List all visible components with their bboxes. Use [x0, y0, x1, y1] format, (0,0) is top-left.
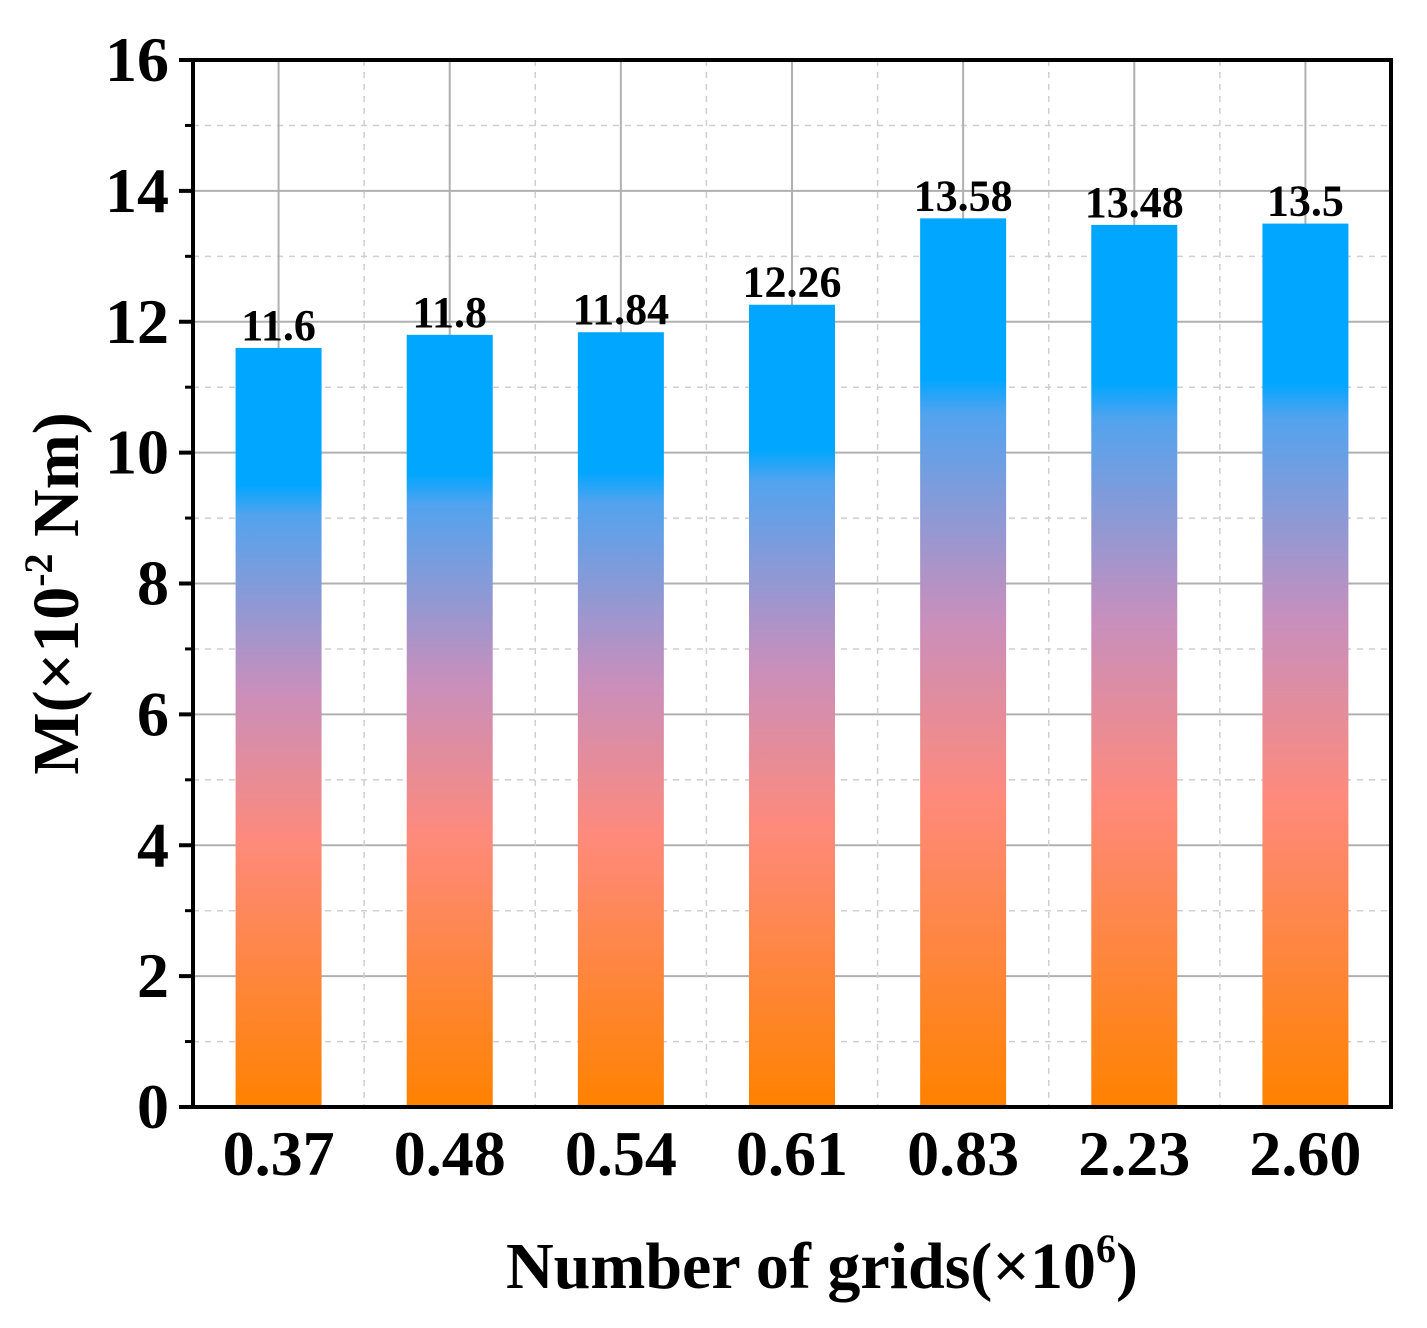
bar: [235, 347, 322, 1107]
axis-ticks: [179, 58, 193, 1109]
bar-value-label: 11.6: [241, 301, 316, 350]
x-tick-label: 0.37: [223, 1118, 335, 1189]
x-tick-label: 0.61: [736, 1118, 848, 1189]
y-tick-label: 6: [137, 678, 169, 749]
bar: [1091, 224, 1178, 1108]
x-tick-label: 0.54: [565, 1118, 677, 1189]
x-tick-label: 2.60: [1249, 1118, 1361, 1189]
x-tick-label: 2.23: [1078, 1118, 1190, 1189]
bar: [749, 304, 835, 1108]
bar-value-label: 11.8: [412, 288, 487, 337]
y-tick-label: 12: [105, 286, 169, 357]
y-tick-label: 2: [137, 940, 169, 1011]
x-tick-label: 0.48: [394, 1118, 506, 1189]
bar-value-label: 11.84: [573, 285, 670, 334]
y-tick-label: 16: [105, 24, 169, 95]
labels: 11.60.3711.80.4811.840.5412.260.6113.580…: [105, 24, 1361, 1189]
bar: [920, 218, 1007, 1107]
y-tick-label: 8: [137, 548, 169, 619]
bar-value-label: 12.26: [743, 258, 842, 307]
bar: [1262, 223, 1349, 1107]
x-tick-label: 0.83: [907, 1118, 1019, 1189]
y-tick-label: 0: [137, 1071, 169, 1142]
bar-value-label: 13.5: [1267, 177, 1344, 226]
y-tick-label: 10: [105, 417, 169, 488]
y-tick-label: 4: [137, 809, 169, 880]
bar-value-label: 13.48: [1085, 178, 1184, 227]
bar-value-label: 13.58: [914, 171, 1013, 220]
x-axis-title: Number of grids(×106): [506, 1226, 1138, 1303]
bar: [406, 334, 493, 1107]
y-axis-title: M(×10-2 Nm): [16, 412, 93, 774]
bars: [235, 218, 1349, 1108]
bar: [577, 332, 664, 1108]
y-tick-label: 14: [105, 155, 169, 226]
